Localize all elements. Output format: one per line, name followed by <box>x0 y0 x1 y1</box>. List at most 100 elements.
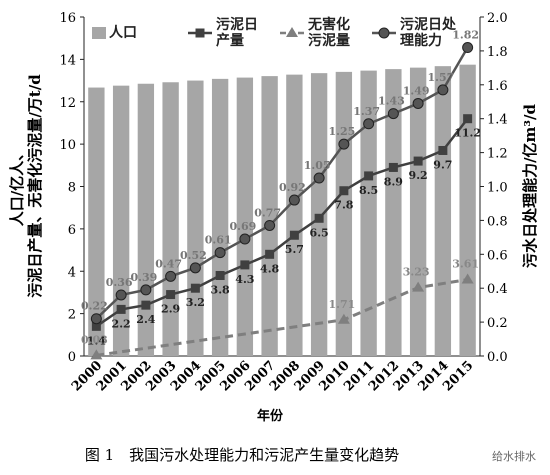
marker <box>314 213 324 223</box>
data-label: 0.61 <box>205 234 232 247</box>
marker <box>339 186 349 196</box>
data-label: 3.23 <box>403 266 430 279</box>
bar <box>187 80 204 356</box>
bar <box>211 78 229 357</box>
marker <box>195 28 205 38</box>
marker <box>438 145 448 155</box>
bar <box>385 69 402 356</box>
data-label: 0.52 <box>180 249 207 262</box>
data-label: 9.7 <box>433 158 452 171</box>
data-label: 4.8 <box>260 262 279 275</box>
marker <box>91 321 101 331</box>
data-label: 1.43 <box>378 95 405 108</box>
data-label: 8.5 <box>359 184 378 197</box>
bar <box>360 70 377 357</box>
data-label: 4.3 <box>235 273 254 286</box>
y2-tick-label: 0.2 <box>487 316 508 331</box>
y-tick-label: 8 <box>68 181 76 196</box>
bar <box>236 77 254 356</box>
y2-tick-label: 1.2 <box>487 147 508 162</box>
marker <box>388 162 398 172</box>
data-label: 1.57 <box>427 71 454 84</box>
data-label: 0.03 <box>81 333 108 346</box>
y-tick-label: 12 <box>59 96 76 111</box>
y2-tick-label: 1.6 <box>487 79 508 94</box>
marker <box>437 84 449 96</box>
y-axis-label: 污泥日产量、无害化污泥量/万t/d <box>26 74 44 298</box>
data-label: 0.22 <box>81 300 108 313</box>
legend-label: 污泥日处理能力 <box>400 17 456 49</box>
marker <box>141 300 151 310</box>
marker <box>115 289 127 301</box>
legend-label: 人口 <box>109 25 137 41</box>
marker <box>463 114 473 124</box>
marker <box>286 27 298 37</box>
marker <box>215 270 225 280</box>
data-label: 11.2 <box>454 127 481 140</box>
bar <box>261 76 278 356</box>
data-label: 1.37 <box>353 105 380 118</box>
marker <box>116 304 126 314</box>
y-tick-label: 14 <box>59 53 76 68</box>
data-label: 0.77 <box>254 206 281 219</box>
marker <box>165 270 177 282</box>
y2-tick-label: 0.6 <box>487 248 508 263</box>
legend-label: 无害化污泥量 <box>308 17 350 49</box>
marker <box>338 138 350 150</box>
data-label: 1.49 <box>403 84 430 97</box>
marker <box>240 260 250 270</box>
marker <box>140 284 152 296</box>
marker <box>313 172 325 184</box>
marker <box>378 27 390 39</box>
data-label: 5.7 <box>285 243 304 256</box>
bar <box>434 66 452 356</box>
data-label: 7.8 <box>334 199 353 212</box>
data-label: 1.25 <box>328 125 355 138</box>
data-label: 0.69 <box>229 220 256 233</box>
bar <box>112 85 130 357</box>
marker <box>461 273 474 284</box>
data-label: 9.2 <box>409 169 428 182</box>
marker <box>288 194 300 206</box>
marker <box>90 313 102 325</box>
data-label: 1.82 <box>452 29 479 42</box>
data-label: 8.9 <box>384 175 403 188</box>
data-label: 3.61 <box>452 258 479 271</box>
series-line <box>95 117 469 328</box>
bar <box>459 64 476 356</box>
marker <box>337 313 350 324</box>
data-label: 2.4 <box>136 313 155 326</box>
marker <box>412 97 424 109</box>
marker <box>265 249 275 259</box>
y2-tick-label: 0.0 <box>487 350 508 365</box>
marker <box>264 219 276 231</box>
marker <box>412 281 425 292</box>
data-label: 1.71 <box>328 298 355 311</box>
data-label: 1.4 <box>87 334 106 347</box>
marker <box>90 349 103 360</box>
y-tick-label: 4 <box>68 265 76 280</box>
data-label: 2.9 <box>161 303 180 316</box>
marker <box>462 42 474 54</box>
marker <box>190 283 200 293</box>
x-axis-label: 年份 <box>257 408 284 424</box>
y2-tick-label: 1.4 <box>487 113 508 128</box>
y-tick-label: 16 <box>59 11 76 26</box>
y-tick-label: 6 <box>68 223 76 238</box>
y2-axis-label: 污水日处理能力/亿m³/d <box>521 104 539 268</box>
marker <box>166 290 176 300</box>
y2-tick-label: 1.8 <box>487 45 508 60</box>
data-label: 3.2 <box>186 296 205 309</box>
bar <box>162 82 179 356</box>
bar <box>88 87 105 356</box>
data-label: 2.2 <box>112 317 131 330</box>
marker <box>239 233 251 245</box>
legend-label: 污泥日产量 <box>216 17 258 49</box>
data-label: 3.8 <box>211 283 230 296</box>
data-label: 0.47 <box>155 257 182 270</box>
data-label: 1.05 <box>304 159 331 172</box>
marker <box>363 118 375 130</box>
caption: 图 1 我国污水处理能力和污泥产生量变化趋势 <box>85 446 399 464</box>
y2-tick-label: 2.0 <box>487 11 508 26</box>
